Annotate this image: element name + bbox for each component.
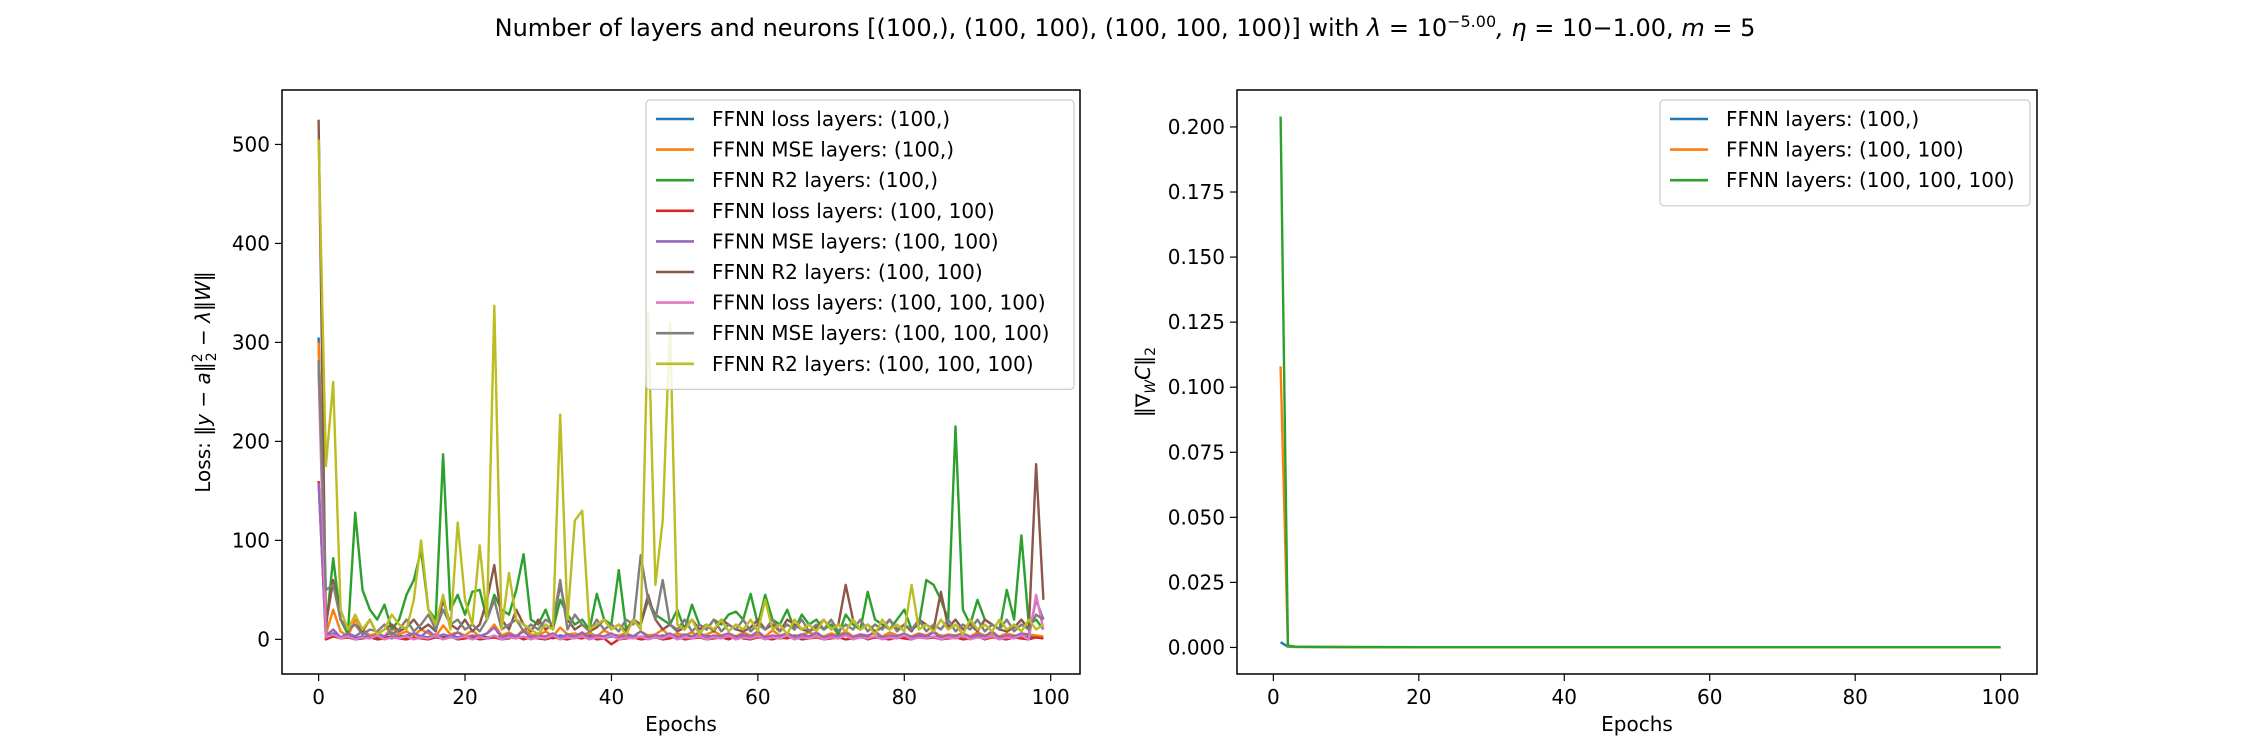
x-tick-label: 20 xyxy=(1406,685,1431,709)
legend-entry: FFNN layers: (100, 100, 100) xyxy=(1726,168,2015,192)
gradient-x-axis-label: Epochs xyxy=(1601,712,1673,736)
gradient-y-axis-label: ‖∇WC‖2 xyxy=(1131,347,1159,417)
series-line-9 xyxy=(317,139,1045,636)
y-tick-label: 100 xyxy=(232,528,270,552)
y-tick-label: 300 xyxy=(232,330,270,354)
x-tick-label: 100 xyxy=(1032,685,1070,709)
series-line-6 xyxy=(317,119,1045,636)
loss-y-axis-label: Loss: ‖y − a‖22 − λ‖W‖ xyxy=(190,271,220,493)
legend-entry: FFNN MSE layers: (100,) xyxy=(712,138,954,162)
legend-entry: FFNN layers: (100,) xyxy=(1726,107,1919,131)
legend-frame xyxy=(1659,99,2031,207)
series-line-3 xyxy=(317,362,1045,636)
x-tick-label: 20 xyxy=(452,685,477,709)
series-line-5 xyxy=(317,482,1045,639)
y-tick-label: 0.125 xyxy=(1168,310,1225,334)
legend-entry: FFNN loss layers: (100, 100) xyxy=(712,199,995,223)
x-tick-label: 40 xyxy=(599,685,624,709)
y-tick-label: 0.050 xyxy=(1168,505,1225,529)
series-line-8 xyxy=(317,360,1045,636)
legend-entry: FFNN MSE layers: (100, 100) xyxy=(712,229,999,253)
x-tick-label: 40 xyxy=(1552,685,1577,709)
loss-plot-frame xyxy=(281,89,1081,675)
legend-entry: FFNN loss layers: (100, 100, 100) xyxy=(712,291,1046,315)
y-tick-label: 0.075 xyxy=(1168,440,1225,464)
legend-entry: FFNN loss layers: (100,) xyxy=(712,107,950,131)
gradient-axis-ticks: 0 20 40 60 80 100 0.000 0.025 0.050 0.075 0.100 0.1… xyxy=(1168,115,2020,709)
x-tick-label: 80 xyxy=(892,685,917,709)
y-tick-label: 0.100 xyxy=(1168,375,1225,399)
gradient-series-lines xyxy=(1279,116,2001,649)
y-tick-label: 400 xyxy=(232,231,270,255)
legend-entry: FFNN layers: (100, 100) xyxy=(1726,138,1964,162)
series-line-2 xyxy=(1279,366,2001,649)
legend-entry: FFNN R2 layers: (100,) xyxy=(712,168,938,192)
loss-axis-ticks: 0 20 40 60 80 100 0 100 200 300 400 500 xyxy=(232,132,1070,709)
gradient-plot-frame xyxy=(1236,89,2038,675)
legend-entry: FFNN R2 layers: (100, 100, 100) xyxy=(712,352,1034,376)
series-line-7 xyxy=(317,372,1045,641)
gradient-legend: FFNN layers: (100,) FFNN layers: (100, 10… xyxy=(1659,99,2031,207)
loss-legend: FFNN loss layers: (100,) FFNN MSE layers:… xyxy=(645,99,1075,390)
y-tick-label: 0.175 xyxy=(1168,180,1225,204)
x-tick-label: 60 xyxy=(1697,685,1722,709)
legend-entry: FFNN MSE layers: (100, 100, 100) xyxy=(712,321,1049,345)
legend-entry: FFNN R2 layers: (100, 100) xyxy=(712,260,983,284)
x-tick-label: 60 xyxy=(745,685,770,709)
figure-suptitle: Number of layers and neurons [(100,), (1… xyxy=(494,12,1756,42)
x-tick-label: 80 xyxy=(1842,685,1867,709)
y-tick-label: 200 xyxy=(232,429,270,453)
x-tick-label: 100 xyxy=(1982,685,2020,709)
x-tick-label: 0 xyxy=(312,685,325,709)
y-tick-label: 0.025 xyxy=(1168,570,1225,594)
y-tick-label: 0 xyxy=(257,627,270,651)
loss-x-axis-label: Epochs xyxy=(645,712,717,736)
y-tick-label: 0.200 xyxy=(1168,115,1225,139)
x-tick-label: 0 xyxy=(1267,685,1280,709)
y-tick-label: 500 xyxy=(232,132,270,156)
loss-series-lines xyxy=(317,119,1045,646)
legend-frame xyxy=(645,99,1075,390)
series-line-3 xyxy=(1279,116,2001,649)
y-tick-label: 0.150 xyxy=(1168,245,1225,269)
y-tick-label: 0.000 xyxy=(1168,635,1225,659)
